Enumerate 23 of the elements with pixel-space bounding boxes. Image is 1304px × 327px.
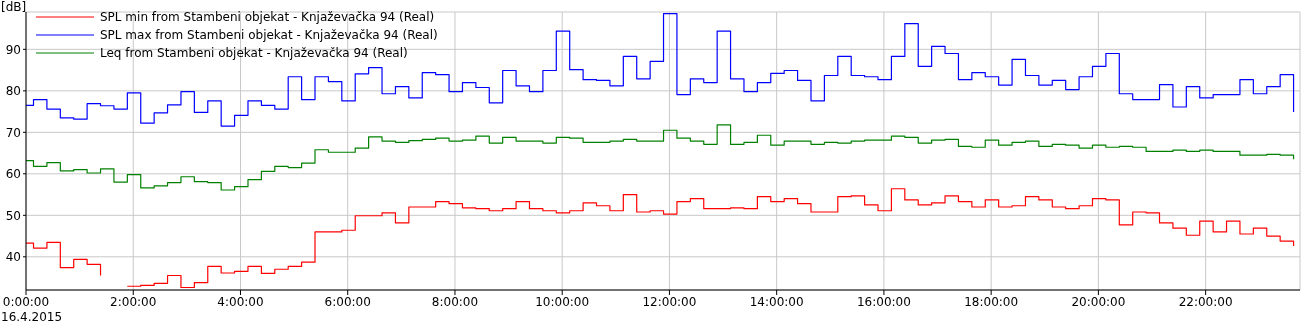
y-tick-label: 70 (5, 125, 21, 140)
x-tick-label: 22:00:00 (1178, 294, 1233, 309)
x-tick-label: 14:00:00 (749, 294, 804, 309)
y-tick-label: 60 (5, 167, 21, 182)
legend-label: Leq from Stambeni objekat - Knjaževačka 94 (Real) (100, 46, 408, 60)
y-tick-label: 50 (5, 208, 21, 223)
x-tick-label: 8:00:00 (431, 294, 479, 309)
x-tick-label: 20:00:00 (1071, 294, 1126, 309)
x-tick-label: 2:00:00 (110, 294, 157, 309)
legend-label: SPL min from Stambeni objekat - Knjaževačka 94 (Real) (100, 10, 435, 24)
legend-label: SPL max from Stambeni objekat - Knjaževačka 94 (Real) (100, 28, 438, 42)
x-tick-label: 12:00:00 (642, 294, 697, 309)
y-tick-label: 80 (5, 84, 21, 99)
y-tick-label: 40 (5, 250, 21, 265)
x-tick-label: 16:00:00 (856, 294, 911, 309)
x-tick-label: 4:00:00 (217, 294, 264, 309)
x-tick-label: 18:00:00 (964, 294, 1019, 309)
y-tick-label: 90 (5, 42, 21, 57)
text: 16.4.2015 (1, 310, 63, 324)
y-axis-title: [dB] (1, 0, 27, 14)
x-tick-label: 10:00:00 (535, 294, 590, 309)
x-tick-label: 0:00:00 (2, 294, 50, 309)
x-tick-label: 6:00:00 (324, 294, 371, 309)
